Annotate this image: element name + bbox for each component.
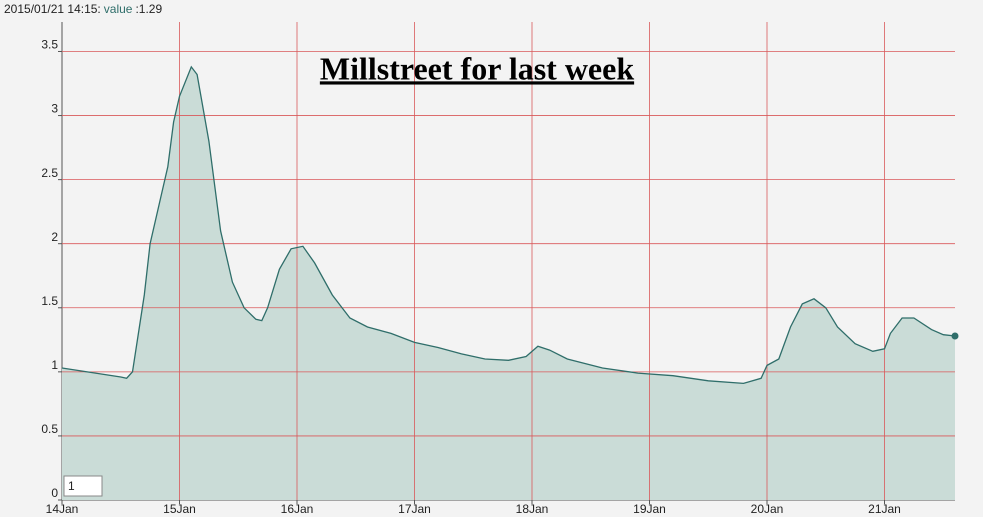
x-tick-label: 14Jan xyxy=(46,502,79,516)
roll-period-input[interactable] xyxy=(63,475,103,497)
x-tick-label: 16Jan xyxy=(281,502,314,516)
y-tick-label: 2.5 xyxy=(41,166,58,180)
y-tick-label: 0 xyxy=(51,486,58,500)
y-tick-label: 3.5 xyxy=(41,38,58,52)
y-tick-label: 1.5 xyxy=(41,294,58,308)
legend-series: value xyxy=(104,2,133,16)
area-fill xyxy=(62,66,955,501)
chart-title: Millstreet for last week xyxy=(320,50,634,86)
legend-date: 2015/01/21 14:15: xyxy=(4,2,101,16)
y-tick-label: 3 xyxy=(51,102,58,116)
x-tick-label: 18Jan xyxy=(516,502,549,516)
x-tick-label: 21Jan xyxy=(868,502,901,516)
y-tick-label: 1 xyxy=(51,358,58,372)
line xyxy=(61,65,956,385)
legend: 2015/01/21 14:15: value:1.29 xyxy=(4,2,162,16)
roll-period-value[interactable]: 1 xyxy=(68,479,75,493)
x-tick-label: 20Jan xyxy=(751,502,784,516)
y-tick-label: 2 xyxy=(51,230,58,244)
y-tick-label: 0.5 xyxy=(41,422,58,436)
highlight-point xyxy=(951,332,959,340)
x-tick-label: 17Jan xyxy=(398,502,431,516)
legend-value: :1.29 xyxy=(135,2,162,16)
x-tick-label: 15Jan xyxy=(163,502,196,516)
plot-area xyxy=(58,22,959,504)
x-tick-label: 19Jan xyxy=(633,502,666,516)
